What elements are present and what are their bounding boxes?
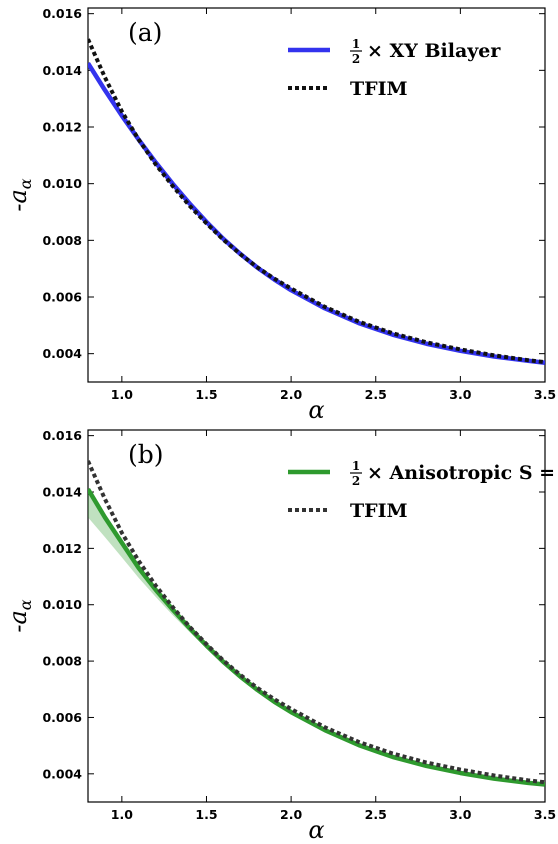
legend-label: × XY Bilayer [367, 40, 501, 62]
panel-label: (a) [128, 18, 162, 47]
y-axis-label-subscript: α [16, 599, 35, 610]
y-tick-label: 0.012 [42, 120, 82, 135]
panel-a: 1.0 1.5 2.0 2.5 3.0 3.5 0.004 0.006 0.008 0.010 0.… [4, 6, 556, 424]
x-tick-label: 1.0 [111, 807, 133, 822]
series-line-main [88, 488, 545, 787]
y-tick-label: 0.004 [42, 346, 82, 361]
series-line-main [88, 62, 545, 365]
x-axis-label: α [308, 396, 324, 424]
plot-frame [87, 429, 546, 803]
x-tick-label: 2.5 [365, 807, 387, 822]
series-line-tfim [88, 460, 545, 785]
x-tick-label: 2.0 [280, 807, 302, 822]
panel-b: 1.0 1.5 2.0 2.5 3.0 3.5 0.004 0.006 0.008 0.010 0.… [4, 428, 558, 844]
y-tick-label: 0.006 [42, 710, 82, 725]
y-tick-label: 0.010 [42, 597, 82, 612]
legend-fraction-numerator: 1 [352, 459, 360, 473]
y-tick-label: 0.008 [42, 233, 82, 248]
legend-fraction-denominator: 2 [352, 52, 360, 66]
plot-area [88, 460, 545, 787]
y-tick-label: 0.012 [42, 541, 82, 556]
legend-label: × Anisotropic S = 1 [367, 462, 558, 484]
y-tick-label: 0.008 [42, 654, 82, 669]
x-tick-label: 3.0 [449, 387, 471, 402]
x-tick-label: 2.5 [365, 387, 387, 402]
y-tick-label: 0.016 [42, 428, 82, 443]
panel-label: (b) [128, 440, 164, 469]
y-axis-label: -aα [4, 599, 35, 632]
y-tick-label: 0.004 [42, 766, 82, 781]
legend-fraction-denominator: 2 [352, 474, 360, 488]
uncertainty-band [88, 489, 545, 785]
y-tick-label: 0.016 [42, 6, 82, 21]
x-tick-label: 1.5 [195, 387, 217, 402]
plot-frame [87, 7, 546, 383]
legend-fraction-numerator: 1 [352, 37, 360, 51]
series-line-tfim [88, 38, 545, 365]
x-tick-label: 3.5 [534, 807, 556, 822]
y-axis-label: -aα [4, 178, 35, 211]
x-tick-label: 3.5 [534, 387, 556, 402]
x-tick-label: 2.0 [280, 387, 302, 402]
y-axis-label-subscript: α [16, 178, 35, 189]
x-tick-label: 1.5 [195, 807, 217, 822]
y-tick-label: 0.014 [42, 485, 82, 500]
y-tick-label: 0.014 [42, 63, 82, 78]
legend-label: TFIM [350, 78, 408, 100]
plot-area [88, 38, 545, 365]
x-axis-label: α [308, 816, 324, 844]
y-axis-label-main: -a [4, 610, 32, 632]
y-tick-label: 0.010 [42, 176, 82, 191]
x-tick-label: 1.0 [111, 387, 133, 402]
x-tick-label: 3.0 [449, 807, 471, 822]
legend-label: TFIM [350, 500, 408, 522]
y-tick-label: 0.006 [42, 290, 82, 305]
y-axis-label-main: -a [4, 189, 32, 211]
